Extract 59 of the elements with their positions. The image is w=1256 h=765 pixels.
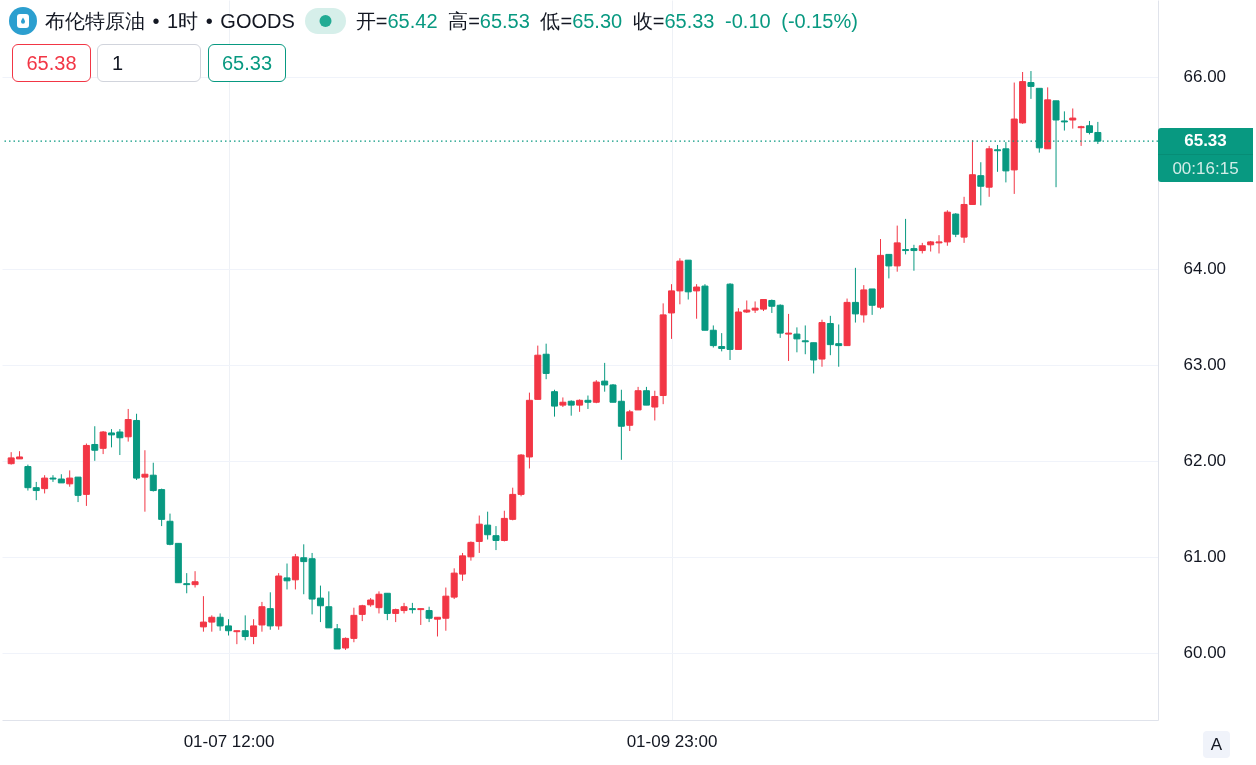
price-button: 65.38 — [12, 44, 91, 82]
annotation: 65.33 — [664, 10, 715, 32]
candlestick — [626, 409, 634, 432]
candlestick — [325, 590, 333, 629]
candlestick — [785, 313, 793, 362]
candlestick — [952, 212, 960, 238]
candlestick — [484, 511, 492, 541]
candlestick — [41, 474, 49, 494]
candlestick — [417, 608, 425, 626]
candlestick — [651, 390, 659, 421]
candlestick — [793, 326, 801, 353]
candlestick — [977, 161, 985, 206]
text: 布伦特原油 • 1时 • GOODS — [45, 9, 295, 34]
candlestick — [233, 630, 241, 645]
scale-button: A — [1203, 731, 1230, 758]
y-tick-label: 66.00 — [1183, 67, 1227, 87]
x-tick-label: 01-07 12:00 — [183, 731, 275, 751]
candlestick — [492, 525, 500, 551]
price-tag: 65.33 00:16:15 — [1158, 128, 1253, 183]
candlestick — [191, 570, 199, 589]
candlestick — [885, 253, 893, 279]
y-tick-label: 60.00 — [1183, 643, 1227, 663]
candlestick — [333, 623, 341, 650]
candlestick — [291, 553, 299, 590]
candlestick — [99, 430, 107, 455]
candlestick — [584, 395, 592, 410]
candlestick — [1027, 70, 1035, 100]
candlestick — [634, 386, 642, 411]
annotation: 65.38 — [26, 52, 77, 74]
candlestick — [266, 591, 274, 631]
candlestick — [868, 288, 876, 316]
candlestick — [893, 225, 901, 273]
candlestick — [542, 343, 550, 380]
candlestick — [1069, 107, 1077, 130]
candlestick — [383, 592, 391, 621]
candlestick — [91, 425, 99, 462]
y-tick-label: 63.00 — [1183, 355, 1227, 375]
price-button: 65.33 — [208, 44, 286, 82]
candlestick — [141, 449, 149, 513]
candlestick — [810, 342, 818, 374]
candlestick — [851, 267, 859, 324]
candlestick — [183, 572, 191, 594]
y-tick-label: 61.00 — [1183, 547, 1227, 567]
candlestick — [241, 614, 249, 641]
candlestick — [124, 408, 132, 443]
candlestick — [475, 515, 483, 554]
candlestick — [74, 476, 82, 503]
candlestick — [559, 396, 567, 408]
quantity-field: 1 — [97, 44, 201, 82]
candlestick — [801, 324, 809, 355]
annotation: 1 — [112, 52, 124, 74]
y-tick-label: 64.00 — [1183, 259, 1227, 279]
y-tick-label: 62.00 — [1183, 451, 1227, 471]
candlestick — [283, 563, 291, 590]
candlestick — [551, 389, 559, 418]
ref-line-label: 65.33 — [1184, 131, 1227, 151]
x-tick-label: 01-09 23:00 — [626, 731, 718, 751]
candlestick — [693, 283, 701, 320]
candlestick — [642, 386, 650, 406]
